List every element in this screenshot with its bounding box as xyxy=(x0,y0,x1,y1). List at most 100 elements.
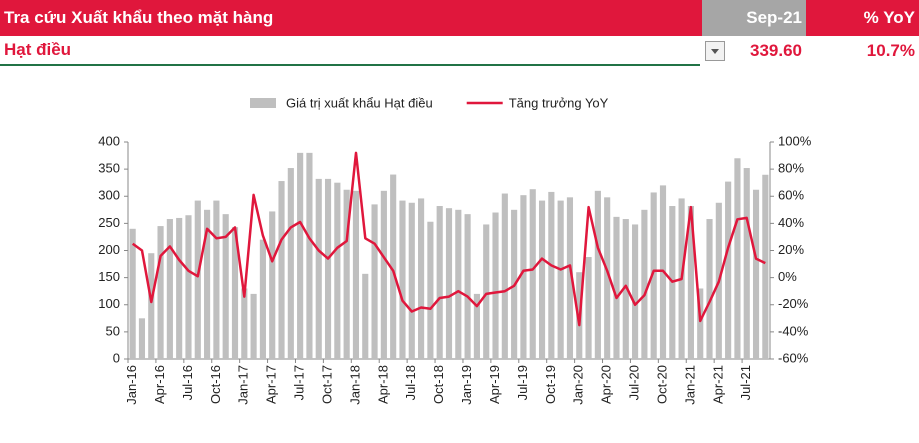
period: Sep-21 xyxy=(702,0,806,36)
bar xyxy=(287,168,294,359)
y-tick-label: 150 xyxy=(98,269,120,284)
bar xyxy=(194,200,201,359)
dropdown-icon xyxy=(711,49,719,54)
y2-tick-label: -60% xyxy=(778,350,809,365)
y2-tick-label: 40% xyxy=(778,215,804,230)
bar xyxy=(259,239,266,359)
y-tick-label: 250 xyxy=(98,215,120,230)
bar xyxy=(380,190,387,359)
bar xyxy=(594,190,601,359)
bar xyxy=(501,193,508,359)
x-tick-label: Jul-21 xyxy=(738,365,753,400)
x-tick-label: Oct-19 xyxy=(543,365,558,404)
bar xyxy=(399,200,406,359)
bar xyxy=(241,288,248,359)
legend-label: Giá trị xuất khẩu Hạt điều xyxy=(286,95,433,110)
bar xyxy=(752,189,760,359)
x-tick-label: Apr-19 xyxy=(487,365,502,404)
bar xyxy=(418,198,425,359)
x-tick-label: Oct-17 xyxy=(319,365,334,404)
bar xyxy=(166,219,173,359)
y2-tick-label: 80% xyxy=(778,161,804,176)
bar xyxy=(613,216,620,359)
bar xyxy=(157,226,164,359)
bar xyxy=(743,168,750,359)
legend-swatch xyxy=(250,98,276,108)
bar xyxy=(138,318,146,359)
x-tick-label: Apr-21 xyxy=(710,365,725,404)
dropdown[interactable] xyxy=(705,41,725,61)
bar xyxy=(176,217,183,359)
y2-tick-label: -20% xyxy=(778,296,809,311)
x-tick-label: Jul-20 xyxy=(627,365,642,400)
item: Hạt điều xyxy=(0,36,700,66)
x-tick-label: Jan-17 xyxy=(236,365,251,405)
bar xyxy=(529,189,536,359)
x-tick-label: Jan-20 xyxy=(571,365,586,405)
bar xyxy=(390,174,397,359)
bar xyxy=(520,195,527,359)
bar xyxy=(324,178,332,359)
x-tick-label: Jul-17 xyxy=(292,365,307,400)
x-tick-label: Jan-19 xyxy=(459,365,474,405)
bar xyxy=(334,182,341,359)
bar xyxy=(343,189,350,359)
bar xyxy=(213,200,220,359)
bar xyxy=(306,152,313,359)
yoy-label: % YoY xyxy=(863,8,915,27)
bar xyxy=(762,174,769,359)
bar xyxy=(371,204,378,359)
x-tick-label: Jan-21 xyxy=(682,365,697,405)
bar xyxy=(408,202,415,359)
y-tick-label: 50 xyxy=(106,323,120,338)
bar xyxy=(557,200,564,359)
y-tick-label: 400 xyxy=(98,133,120,148)
bar xyxy=(278,181,285,359)
x-tick-label: Jul-18 xyxy=(403,365,418,400)
bar xyxy=(464,214,471,359)
x-tick-label: Oct-16 xyxy=(208,365,223,404)
y2-tick-label: 100% xyxy=(778,133,812,148)
bar xyxy=(538,200,546,359)
bar xyxy=(148,253,155,359)
bar xyxy=(436,206,443,359)
bar xyxy=(548,191,555,359)
x-tick-label: Apr-17 xyxy=(264,365,279,404)
bar xyxy=(604,197,611,359)
bar xyxy=(650,192,657,359)
bar xyxy=(352,190,360,359)
bar xyxy=(185,215,192,359)
bar xyxy=(492,212,499,359)
bar xyxy=(622,219,629,359)
x-tick-label: Oct-18 xyxy=(431,365,446,404)
bar xyxy=(455,209,462,359)
bar xyxy=(445,208,453,359)
bar xyxy=(706,219,713,359)
bar xyxy=(129,228,136,359)
y-tick-label: 200 xyxy=(98,242,120,257)
y-tick-label: 0 xyxy=(113,350,120,365)
bar xyxy=(473,293,480,359)
bar xyxy=(734,158,741,359)
legend-label: Tăng trưởng YoY xyxy=(509,95,609,110)
value-row: Hạt điều 339.60 10.7% xyxy=(0,36,919,66)
x-tick-label: Jul-19 xyxy=(515,365,530,400)
yoy: 10.7% xyxy=(866,41,915,60)
header-row: Tra cứu Xuất khẩu theo mặt hàng Sep-21 %… xyxy=(0,0,919,36)
title: Tra cứu Xuất khẩu theo mặt hàng xyxy=(4,8,274,27)
y2-tick-label: -40% xyxy=(778,323,809,338)
y-tick-label: 300 xyxy=(98,188,120,203)
bar xyxy=(362,273,369,359)
x-tick-label: Jan-18 xyxy=(347,365,362,405)
bar xyxy=(566,197,574,359)
x-tick-label: Jul-16 xyxy=(180,365,195,400)
y2-tick-label: 20% xyxy=(778,242,804,257)
x-tick-label: Jan-16 xyxy=(124,365,139,405)
bar xyxy=(483,224,490,359)
bar xyxy=(427,221,434,359)
bar xyxy=(725,181,732,359)
line xyxy=(131,151,766,327)
bar xyxy=(641,209,648,359)
x-tick-label: Apr-18 xyxy=(375,365,390,404)
y-tick-label: 100 xyxy=(98,296,120,311)
